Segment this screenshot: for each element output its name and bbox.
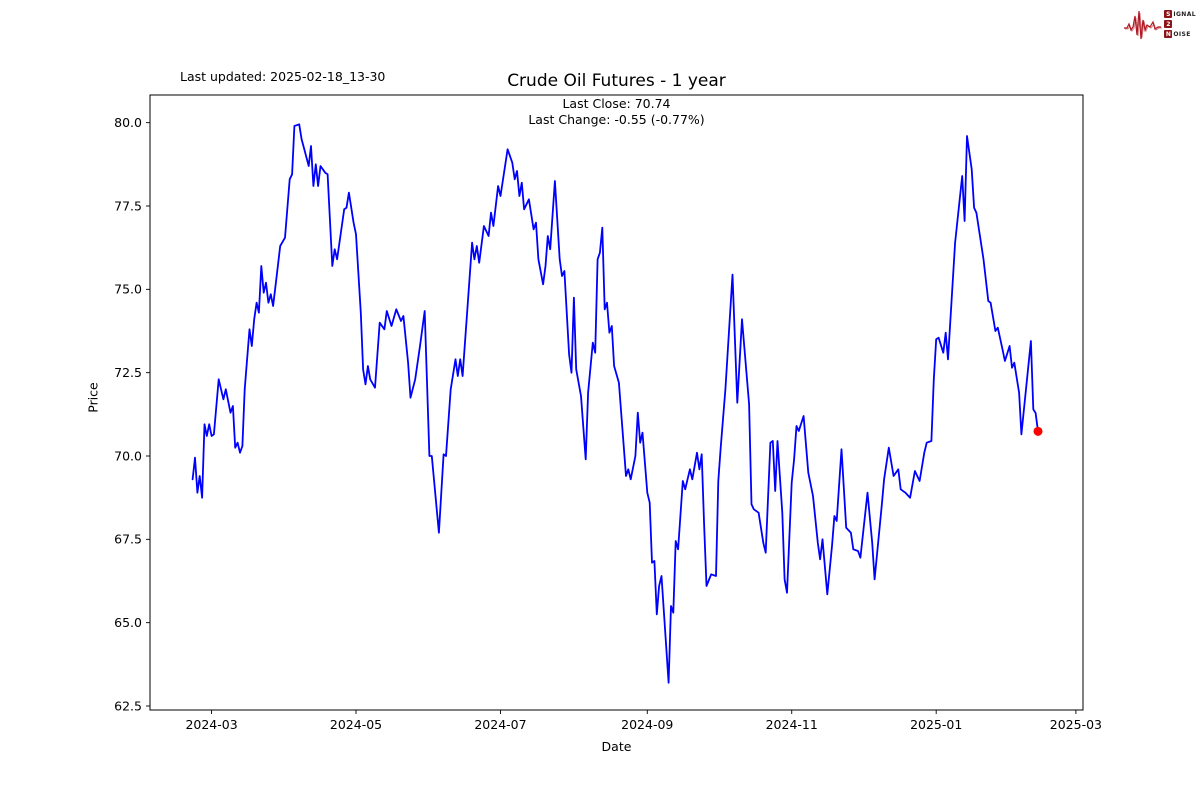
- y-tick-label: 72.5: [114, 365, 142, 380]
- chart-title: Crude Oil Futures - 1 year: [507, 71, 726, 91]
- chart-subtitle: Last Close: 70.74 Last Change: -0.55 (-0…: [150, 96, 1083, 128]
- y-tick-label: 65.0: [114, 615, 142, 630]
- last-close-marker: [1033, 426, 1043, 436]
- last-change-text: Last Change: -0.55 (-0.77%): [528, 112, 705, 127]
- y-axis-label: Price: [85, 382, 101, 413]
- x-axis-label: Date: [601, 739, 632, 754]
- logo-word-noise: OISE: [1173, 30, 1191, 38]
- last-close-text: Last Close: 70.74: [562, 96, 671, 111]
- x-tick-label: 2024-07: [474, 717, 526, 732]
- waveform-icon: [1124, 10, 1163, 40]
- price-line: [191, 123, 1039, 684]
- logo-letter-n: N: [1164, 30, 1173, 38]
- last-updated-text: Last updated: 2025-02-18_13-30: [180, 69, 386, 84]
- y-tick-label: 77.5: [114, 198, 142, 213]
- x-tick-label: 2025-01: [910, 717, 962, 732]
- x-tick-label: 2024-05: [330, 717, 382, 732]
- x-tick-label: 2024-11: [766, 717, 818, 732]
- axes-spines: [149, 94, 1084, 711]
- y-tick-label: 67.5: [114, 532, 142, 547]
- logo-text: S IGNAL 2 N OISE: [1164, 10, 1196, 39]
- logo-word-signal: IGNAL: [1173, 10, 1196, 18]
- logo-letter-2: 2: [1164, 20, 1173, 28]
- y-tick-label: 75.0: [114, 282, 142, 297]
- signal2noise-logo: S IGNAL 2 N OISE: [1123, 5, 1196, 43]
- x-tick-label: 2024-09: [621, 717, 673, 732]
- y-tick-label: 62.5: [114, 698, 142, 713]
- x-tick-label: 2024-03: [185, 717, 237, 732]
- logo-letter-s: S: [1164, 10, 1173, 18]
- y-tick-label: 70.0: [114, 448, 142, 463]
- x-tick-label: 2025-03: [1050, 717, 1102, 732]
- y-tick-label: 80.0: [114, 115, 142, 130]
